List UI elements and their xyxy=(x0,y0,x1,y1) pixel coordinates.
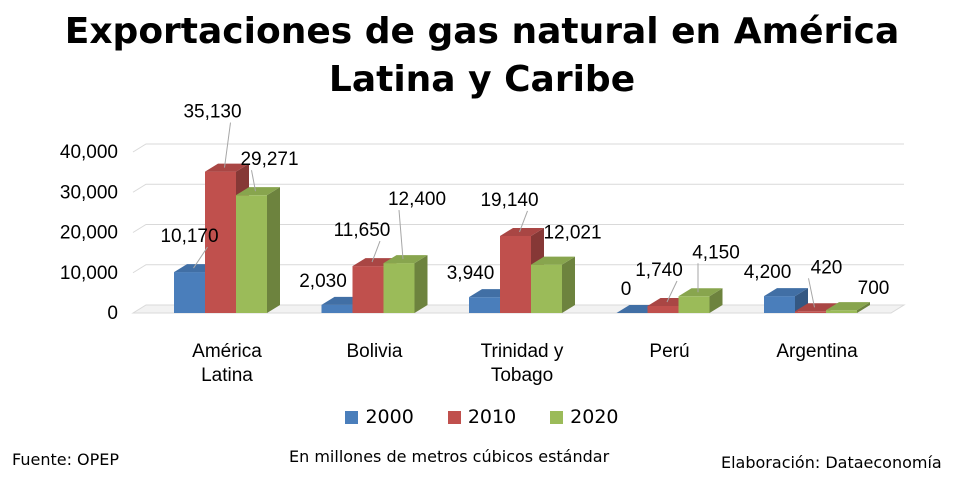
data-label: 0 xyxy=(621,279,632,300)
category-label: Perú xyxy=(649,341,689,362)
chart-title-line-1: Exportaciones de gas natural en América xyxy=(64,11,900,52)
bar-2020-side xyxy=(414,255,428,313)
legend-swatch xyxy=(447,410,461,424)
legend-item: 2020 xyxy=(550,406,619,428)
legend-label: 2010 xyxy=(467,406,517,428)
chart-title: Exportaciones de gas natural en América … xyxy=(0,8,964,104)
bar-2010-top xyxy=(205,163,249,172)
category-label: América Latina xyxy=(192,341,262,386)
data-label-leader xyxy=(251,170,256,192)
bar-2010-front xyxy=(500,235,531,313)
data-label-leader xyxy=(398,210,404,260)
data-label: 29,271 xyxy=(240,149,298,170)
bar-2000-front xyxy=(174,272,205,313)
chart-title-line-2: Latina y Caribe xyxy=(328,59,636,100)
gridline xyxy=(132,143,904,153)
legend-swatch xyxy=(550,410,564,424)
data-label-leader xyxy=(193,246,208,269)
bar-2020-top xyxy=(826,302,870,311)
bar-2020-top xyxy=(531,256,575,265)
category-label: Bolivia xyxy=(347,341,403,362)
data-label: 10,170 xyxy=(160,226,218,247)
bar-2020-side xyxy=(267,187,280,313)
data-label: 420 xyxy=(811,257,843,278)
legend: 2000 2010 2020 xyxy=(0,406,964,428)
data-label: 4,200 xyxy=(744,262,792,283)
data-label-leader xyxy=(666,280,678,303)
data-label: 12,021 xyxy=(543,223,601,244)
bar-2000-front xyxy=(321,304,353,313)
bar-2010-front xyxy=(647,305,679,313)
data-label: 12,400 xyxy=(388,189,446,210)
bar-2020-front xyxy=(678,296,710,313)
data-label: 3,940 xyxy=(447,263,495,284)
gridline xyxy=(132,183,904,193)
bar-2020-top xyxy=(383,255,428,264)
bar-2020-top xyxy=(236,187,280,196)
y-tick-label: 0 xyxy=(107,303,118,324)
category-label: Argentina xyxy=(776,341,858,362)
gridline xyxy=(132,264,904,274)
legend-item: 2010 xyxy=(447,406,517,428)
data-label: 11,650 xyxy=(334,220,391,241)
bar-2000-front xyxy=(764,296,795,313)
bar-2010-front xyxy=(795,311,826,313)
bar-2000-front xyxy=(469,297,500,313)
data-label: 1,740 xyxy=(635,260,683,281)
data-label: 35,130 xyxy=(183,102,241,123)
source-note: Fuente: OPEP xyxy=(12,450,120,469)
y-tick-label: 40,000 xyxy=(60,142,118,163)
data-label-leader xyxy=(371,240,381,263)
y-tick-label: 30,000 xyxy=(60,182,118,203)
bar-2010-top xyxy=(500,227,544,236)
gridline xyxy=(132,224,904,233)
data-label: 2,030 xyxy=(299,271,347,292)
legend-label: 2000 xyxy=(365,406,414,428)
unit-note: En millones de metros cúbicos estándar xyxy=(289,447,610,466)
bar-2020-side xyxy=(857,302,870,313)
data-label: 4,150 xyxy=(692,242,740,263)
bar-2020-side xyxy=(562,256,575,313)
data-label: 19,140 xyxy=(480,190,538,211)
legend-swatch xyxy=(345,410,359,424)
data-label-leader xyxy=(808,278,815,308)
bar-2020-front xyxy=(383,263,415,313)
y-tick-label: 10,000 xyxy=(60,263,118,284)
bar-2010-front xyxy=(205,171,236,313)
data-label-leader xyxy=(519,210,528,233)
bar-2020-top xyxy=(678,288,723,297)
y-tick-label: 20,000 xyxy=(60,223,118,244)
bar-2020-front xyxy=(826,310,857,313)
bar-2000-top xyxy=(764,288,808,297)
bar-2010-front xyxy=(352,266,384,313)
data-label-leader xyxy=(224,122,231,168)
bar-2020-front xyxy=(236,195,267,313)
legend-label: 2020 xyxy=(570,406,619,428)
legend-item: 2000 xyxy=(345,406,414,428)
bar-2020-front xyxy=(531,264,562,313)
category-label: Trinidad y Tobago xyxy=(481,341,564,386)
bar-2020-side xyxy=(709,288,723,313)
data-label: 700 xyxy=(858,278,890,299)
credit-note: Elaboración: Dataeconomía xyxy=(721,453,942,472)
